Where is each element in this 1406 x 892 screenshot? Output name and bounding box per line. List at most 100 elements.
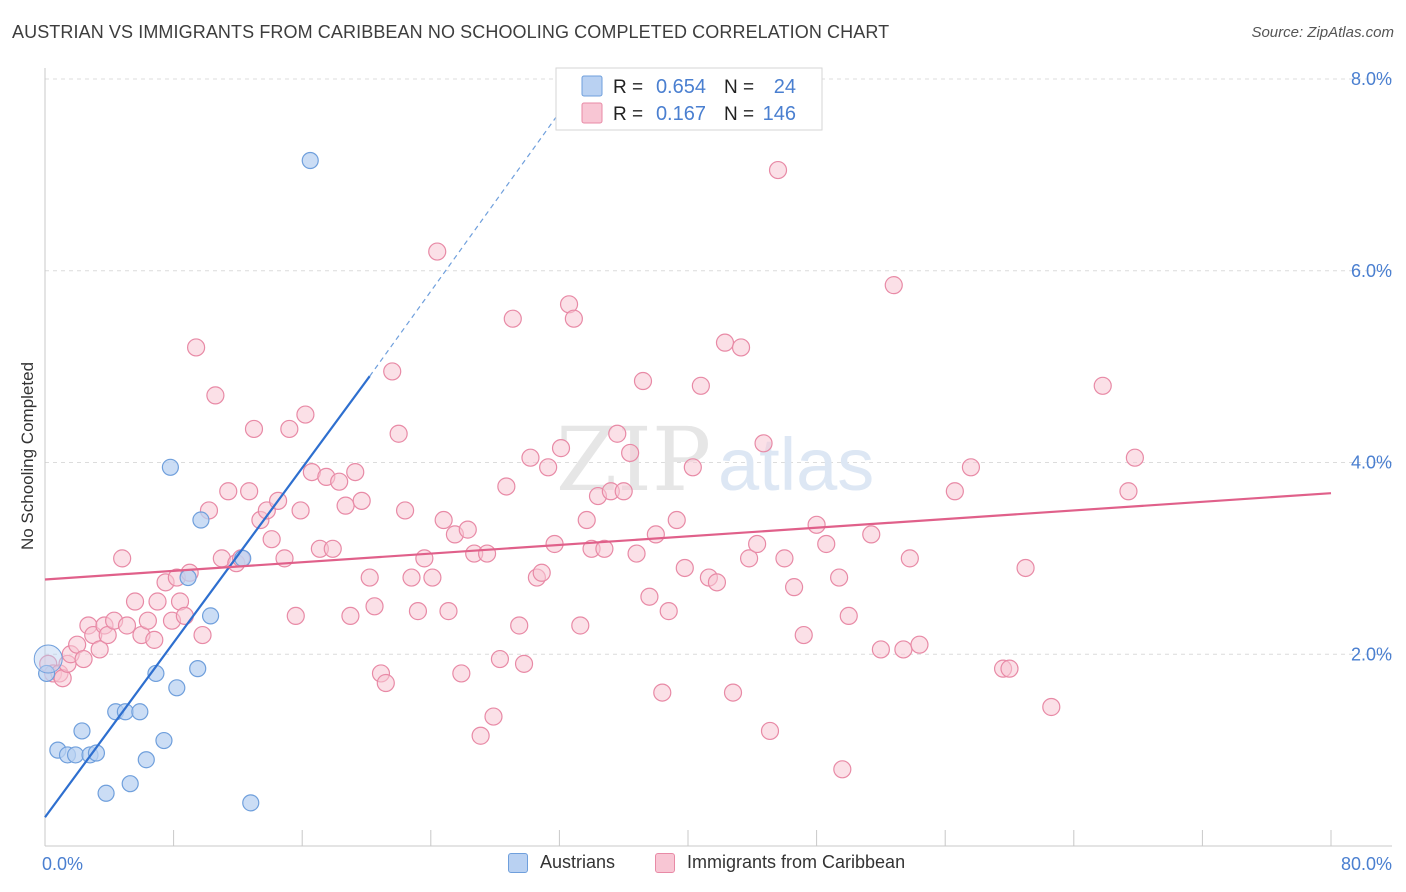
x-tick-label-min: 0.0% — [42, 854, 83, 874]
data-point-caribbean — [352, 491, 371, 510]
legend-label-immigrants-from-caribbean: Immigrants from Caribbean — [687, 852, 906, 872]
stats-swatch-blue — [581, 75, 603, 97]
data-point-caribbean — [484, 707, 503, 726]
series-austrians — [33, 151, 319, 812]
stats-n-label: N = — [724, 77, 754, 98]
data-point-caribbean — [389, 424, 408, 443]
data-point-caribbean — [262, 530, 281, 549]
data-point-caribbean — [1000, 659, 1019, 678]
data-point-caribbean — [653, 683, 672, 702]
data-point-caribbean — [748, 534, 767, 554]
data-point-caribbean — [125, 592, 145, 611]
data-point-caribbean — [539, 458, 558, 477]
data-point-austrians — [155, 731, 173, 750]
data-point-caribbean — [830, 568, 849, 587]
data-point-caribbean — [894, 640, 913, 659]
data-point-caribbean — [490, 649, 510, 669]
trendline-caribbean — [44, 492, 1332, 581]
data-point-austrians-large — [33, 644, 63, 674]
data-point-caribbean — [532, 563, 551, 582]
watermark-atlas: atlas — [718, 423, 874, 506]
data-point-caribbean — [408, 602, 428, 621]
legend-swatch-pink — [655, 852, 675, 873]
data-point-caribbean — [1119, 482, 1138, 501]
y-axis-label: No Schooling Completed — [18, 362, 37, 550]
data-point-caribbean — [640, 587, 659, 606]
data-point-caribbean — [608, 424, 627, 443]
legend-swatch-blue — [508, 852, 528, 873]
data-point-caribbean — [884, 276, 903, 295]
data-point-caribbean — [871, 640, 891, 659]
data-point-caribbean — [839, 606, 858, 626]
data-point-caribbean — [428, 242, 447, 261]
data-point-austrians — [168, 679, 186, 697]
axes — [44, 68, 1392, 847]
data-point-austrians — [87, 744, 106, 762]
data-point-caribbean — [707, 573, 727, 592]
data-point-caribbean — [807, 515, 826, 534]
x-tick-label-max: 80.0% — [1341, 854, 1392, 874]
data-point-caribbean — [731, 338, 751, 357]
data-point-caribbean — [817, 534, 836, 554]
data-point-caribbean — [1125, 448, 1144, 467]
data-point-austrians — [161, 458, 179, 476]
data-point-caribbean — [551, 439, 571, 458]
legend-label-austrians: Austrians — [540, 852, 616, 872]
data-point-caribbean — [280, 419, 299, 439]
data-point-austrians — [131, 703, 149, 721]
data-point-caribbean — [360, 568, 379, 587]
data-point-austrians — [121, 775, 139, 793]
stats-n-value: 24 — [774, 76, 796, 98]
bottom-legend: Austrians Immigrants from Caribbean — [0, 852, 1406, 878]
data-point-austrians — [179, 568, 197, 587]
y-tick-label: 6.0% — [1351, 261, 1392, 281]
data-point-caribbean — [148, 592, 167, 611]
data-point-caribbean — [945, 482, 964, 501]
stats-r-label: R = — [613, 77, 643, 98]
data-point-caribbean — [659, 602, 678, 621]
data-point-austrians — [234, 549, 252, 567]
data-point-caribbean — [74, 649, 93, 669]
data-point-caribbean — [423, 568, 442, 587]
data-point-caribbean — [402, 568, 421, 587]
data-point-caribbean — [240, 482, 259, 501]
data-point-caribbean — [117, 616, 137, 635]
data-point-caribbean — [395, 501, 415, 520]
data-point-caribbean — [244, 419, 264, 439]
legend-item-austrians[interactable]: Austrians — [508, 852, 615, 873]
data-point-austrians — [137, 751, 155, 769]
data-point-austrians — [189, 660, 207, 678]
legend-item-immigrants-from-caribbean[interactable]: Immigrants from Caribbean — [655, 852, 905, 873]
grid-lines — [45, 78, 1392, 655]
data-point-caribbean — [627, 544, 646, 563]
data-point-caribbean — [193, 625, 212, 645]
data-point-caribbean — [341, 606, 360, 626]
stats-legend: R = 0.654 N = 24 R = 0.167 N = 146 — [555, 67, 823, 131]
data-point-caribbean — [477, 544, 497, 563]
stats-n-label: N = — [724, 104, 754, 125]
data-point-caribbean — [458, 520, 477, 539]
data-point-caribbean — [775, 549, 794, 568]
stats-swatch-pink — [581, 102, 603, 124]
data-point-caribbean — [376, 673, 395, 693]
data-point-caribbean — [296, 405, 315, 424]
stats-n-value: 146 — [763, 103, 796, 125]
y-tick-label: 2.0% — [1351, 644, 1392, 664]
stats-r-value: 0.654 — [656, 76, 706, 98]
data-point-caribbean — [175, 606, 194, 626]
data-point-caribbean — [187, 338, 206, 357]
data-point-austrians — [66, 746, 85, 764]
stats-r-label: R = — [613, 104, 643, 125]
trendline-austrians — [44, 375, 371, 818]
data-point-caribbean — [571, 616, 590, 635]
y-tick-labels: 2.0% 4.0% 6.0% 8.0% — [1351, 69, 1392, 664]
data-point-caribbean — [503, 309, 522, 328]
data-point-caribbean — [691, 376, 710, 395]
data-point-austrians — [301, 151, 319, 170]
data-point-caribbean — [113, 549, 132, 568]
data-point-caribbean — [415, 549, 434, 568]
data-point-caribbean — [768, 160, 788, 180]
trendlines — [44, 78, 1332, 818]
data-point-caribbean — [739, 549, 759, 568]
